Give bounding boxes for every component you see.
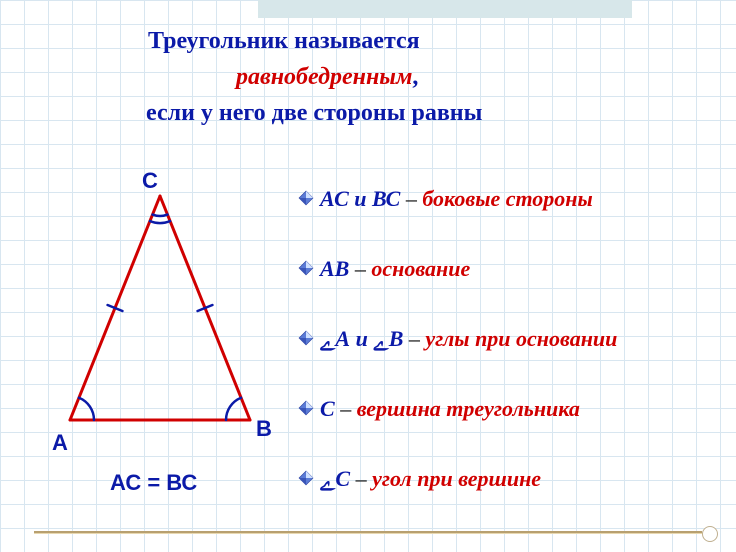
bullet-row: С – вершина треугольника [298, 396, 580, 422]
diamond-bullet-icon [298, 186, 314, 212]
bullet-text: С – вершина треугольника [320, 396, 580, 422]
bullet-row: АС и ВС – боковые стороны [298, 186, 593, 212]
heading-line-2: равнобедренным, [236, 64, 418, 91]
heading-line-2-text: равнобедренным [236, 64, 412, 90]
vertex-label-b: В [256, 416, 272, 442]
vertex-label-a: А [52, 430, 68, 456]
heading-line-1: Треугольник называется [148, 28, 420, 55]
bullet-row: ﮮА и ﮮВ – углы при основании [298, 326, 617, 352]
bullet-row: АВ – основание [298, 256, 470, 282]
triangle-diagram: А В С АС = ВС [50, 180, 280, 480]
bullet-text: АС и ВС – боковые стороны [320, 186, 593, 212]
heading-line-2-comma: , [412, 64, 418, 90]
diamond-bullet-icon [298, 326, 314, 352]
bullet-text: АВ – основание [320, 256, 470, 282]
diamond-bullet-icon [298, 256, 314, 282]
diamond-bullet-icon [298, 466, 314, 492]
triangle-svg [50, 180, 280, 460]
bullet-text: ﮮС – угол при вершине [320, 466, 541, 492]
diamond-bullet-icon [298, 396, 314, 422]
bottom-rule [34, 531, 702, 534]
heading-line-3: если у него две стороны равны [146, 100, 482, 127]
equation-label: АС = ВС [110, 470, 197, 496]
vertex-label-c: С [142, 168, 158, 194]
slide-content: Треугольник называется равнобедренным, е… [0, 0, 736, 552]
bullet-row: ﮮС – угол при вершине [298, 466, 541, 492]
corner-circle-icon [702, 526, 718, 542]
bullet-text: ﮮА и ﮮВ – углы при основании [320, 326, 617, 352]
